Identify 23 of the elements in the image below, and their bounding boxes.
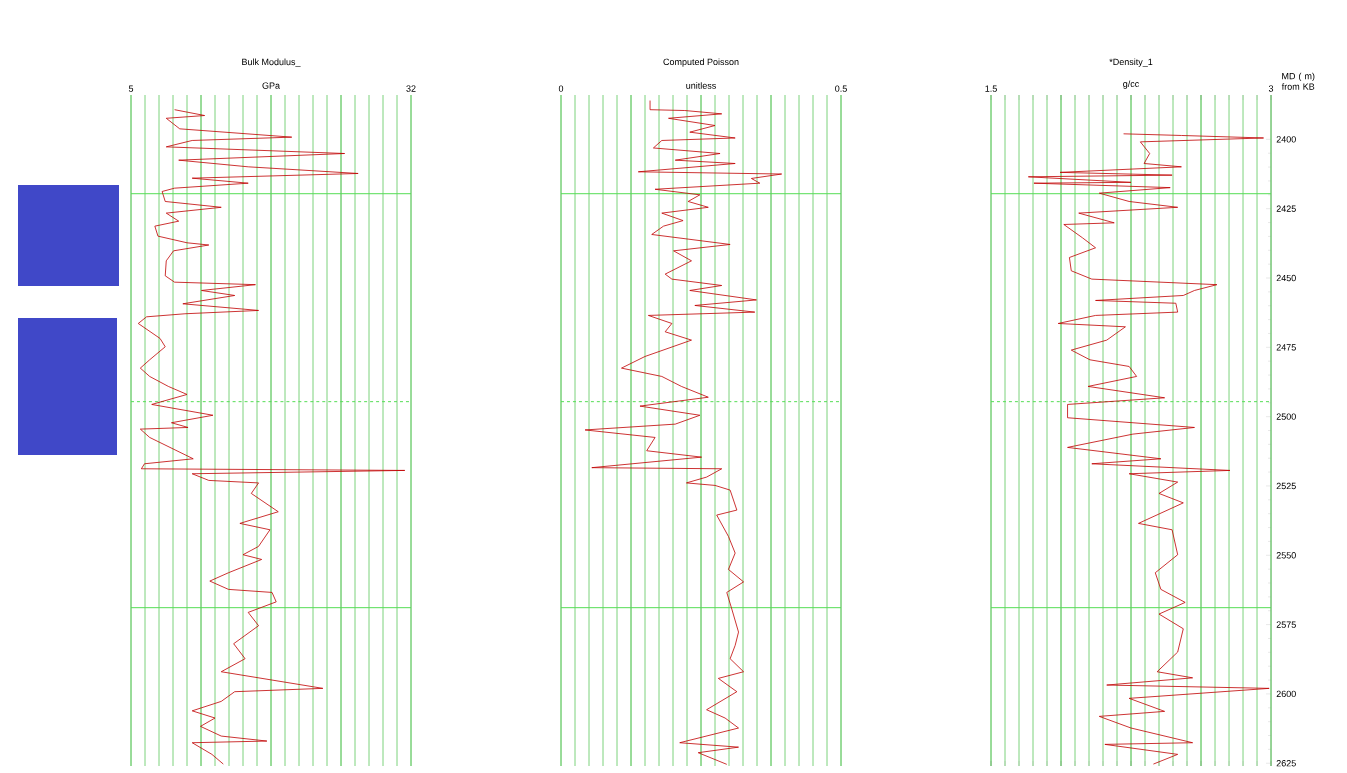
y-tick-label: 2575 xyxy=(1276,621,1296,628)
chart-title: Computed Poisson xyxy=(663,58,739,67)
y-tick-label: 2500 xyxy=(1276,413,1296,420)
x-axis-title: GPa xyxy=(262,82,280,89)
x-tick-label: 0.5 xyxy=(835,85,847,92)
x-axis-title: g/cc xyxy=(1123,80,1140,89)
y-tick-label: 2425 xyxy=(1276,205,1296,212)
y-tick-label: 2400 xyxy=(1276,136,1296,143)
y-tick-label: 2525 xyxy=(1276,482,1296,490)
y-tick-label: 2450 xyxy=(1276,274,1296,282)
chart-title: Bulk Modulus_ xyxy=(242,58,301,67)
x-axis-title: unitless xyxy=(686,82,716,89)
y-tick-label: 2475 xyxy=(1276,344,1296,351)
y-tick-label: 2600 xyxy=(1276,690,1296,698)
x-tick-label: 3 xyxy=(1268,85,1274,92)
x-tick-label: 5 xyxy=(128,85,134,92)
y-tick-label: 2625 xyxy=(1276,760,1296,767)
x-tick-label: 1.5 xyxy=(985,85,997,92)
x-tick-label: 0 xyxy=(558,85,564,92)
x-tick-label: 32 xyxy=(406,85,416,92)
y-axis-title: MD ( m) from KB xyxy=(1281,72,1315,90)
y-tick-label: 2550 xyxy=(1276,552,1296,559)
chart-title: *Density_1 xyxy=(1109,58,1153,67)
